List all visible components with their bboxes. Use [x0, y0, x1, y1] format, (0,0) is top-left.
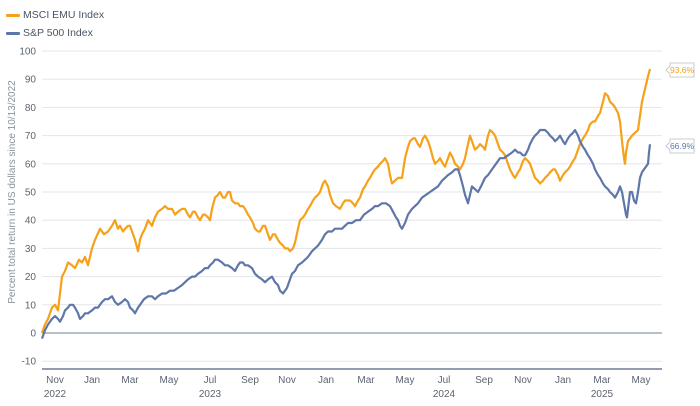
- x-tick-month: Mar: [593, 375, 611, 386]
- legend-label-sp500: S&P 500 Index: [23, 27, 93, 39]
- gridlines: [42, 50, 662, 362]
- x-tick-month: Sep: [475, 375, 493, 386]
- x-tick-month: Nov: [278, 375, 296, 386]
- y-tick-label: 100: [19, 47, 36, 58]
- x-tick-month: Mar: [357, 375, 375, 386]
- x-tick-month: Sep: [241, 375, 259, 386]
- y-tick-label: 20: [25, 272, 37, 283]
- legend-swatch-sp500: [6, 31, 20, 35]
- legend-label-msci: MSCI EMU Index: [23, 9, 105, 21]
- x-tick-year: 2023: [199, 389, 222, 400]
- x-tick-month: Jan: [555, 375, 571, 386]
- x-tick-month: Mar: [121, 375, 139, 386]
- x-axis-ticks: Nov 2022 Jan Mar May Jul 2023 Sep Nov Jan Mar May Ju…: [44, 375, 651, 400]
- series-line-msci: [40, 68, 652, 334]
- y-tick-label: 70: [25, 131, 37, 142]
- callout-sp500: 66.9%: [665, 138, 695, 154]
- x-tick-month: Jul: [204, 375, 217, 386]
- y-tick-label: 10: [25, 300, 37, 311]
- x-tick-year: 2025: [591, 389, 614, 400]
- y-tick-label: 80: [25, 103, 37, 114]
- x-tick-year: 2022: [44, 389, 67, 400]
- y-tick-label: 90: [25, 75, 37, 86]
- x-tick-month: May: [396, 375, 415, 386]
- y-tick-label: 50: [25, 188, 37, 199]
- callout-msci-value: 93.6%: [670, 65, 695, 75]
- y-axis-label: Percent total return in US dollars since…: [7, 80, 18, 304]
- x-tick-month: May: [160, 375, 179, 386]
- y-tick-label: 60: [25, 159, 37, 170]
- legend-item-msci[interactable]: MSCI EMU Index: [6, 6, 104, 24]
- callout-msci: 93.6%: [665, 62, 695, 78]
- legend-item-sp500[interactable]: S&P 500 Index: [6, 24, 104, 42]
- legend-swatch-msci: [6, 13, 20, 17]
- x-tick-month: Jul: [438, 375, 451, 386]
- callout-sp500-value: 66.9%: [670, 141, 695, 151]
- y-tick-label: 40: [25, 216, 37, 227]
- x-tick-month: Nov: [514, 375, 532, 386]
- y-tick-label: 0: [30, 329, 36, 340]
- x-tick-year: 2024: [433, 389, 456, 400]
- x-tick-month: Nov: [46, 375, 64, 386]
- y-tick-label: 30: [25, 244, 37, 255]
- x-tick-month: Jan: [84, 375, 100, 386]
- x-tick-month: Jan: [318, 375, 334, 386]
- chart-legend: MSCI EMU Index S&P 500 Index: [6, 6, 104, 42]
- y-tick-label: -10: [22, 357, 37, 368]
- x-tick-month: May: [632, 375, 651, 386]
- series-line-sp500: [40, 128, 652, 339]
